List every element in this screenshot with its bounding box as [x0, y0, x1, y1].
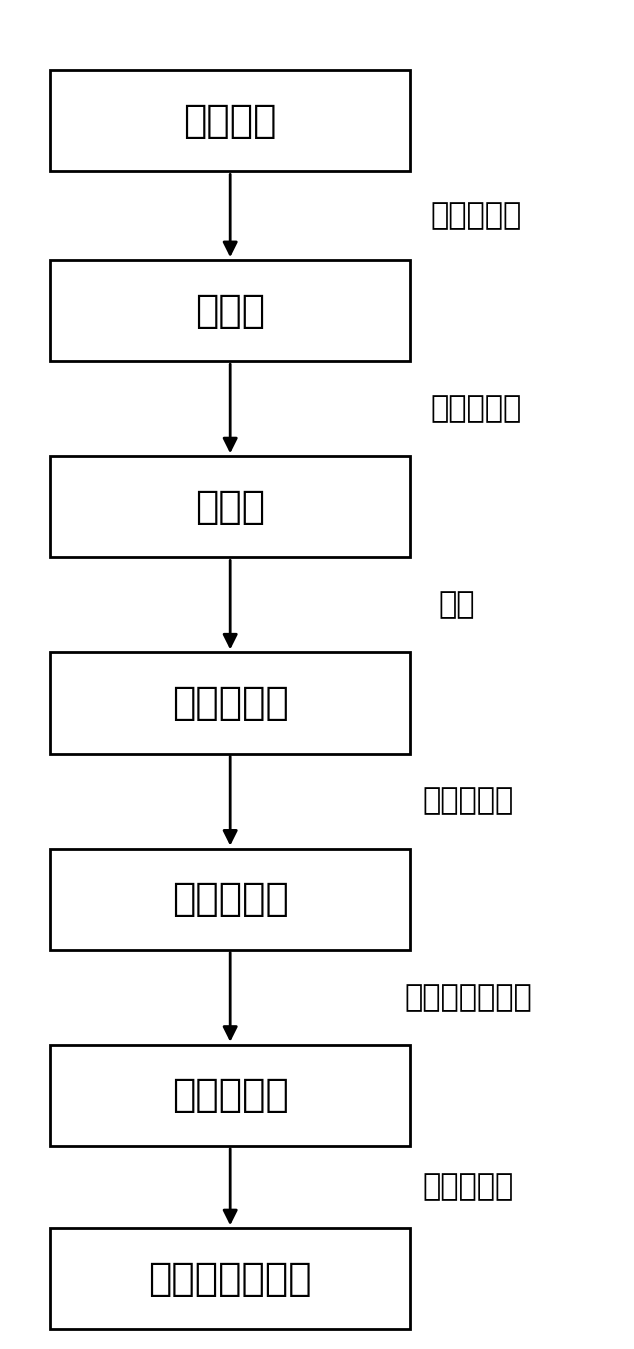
Text: 干燥、超微粉碎: 干燥、超微粉碎	[404, 982, 532, 1012]
Bar	[50, 1228, 410, 1329]
Bar	[50, 653, 410, 754]
Text: 菌丝体微粉: 菌丝体微粉	[172, 1077, 288, 1114]
Text: 蝉花菌丝体冲剂: 蝉花菌丝体冲剂	[148, 1260, 312, 1298]
Bar	[50, 1044, 410, 1145]
Text: 接种、培养: 接种、培养	[430, 394, 522, 424]
Text: 离心: 离心	[438, 591, 475, 619]
Bar	[50, 260, 410, 362]
Bar	[50, 456, 410, 557]
Bar	[50, 70, 410, 171]
Text: 干燥、粉碎: 干燥、粉碎	[423, 786, 514, 816]
Text: 活化菌种: 活化菌种	[183, 101, 277, 140]
Text: 发酵液: 发酵液	[195, 488, 265, 526]
Text: 包装、辐照: 包装、辐照	[423, 1172, 514, 1202]
Text: 菌丝体粗粉: 菌丝体粗粉	[172, 880, 288, 919]
Text: 蝉花菌丝体: 蝉花菌丝体	[172, 684, 288, 722]
Text: 接种、培养: 接种、培养	[430, 201, 522, 231]
Text: 种子液: 种子液	[195, 291, 265, 329]
Bar	[50, 849, 410, 950]
